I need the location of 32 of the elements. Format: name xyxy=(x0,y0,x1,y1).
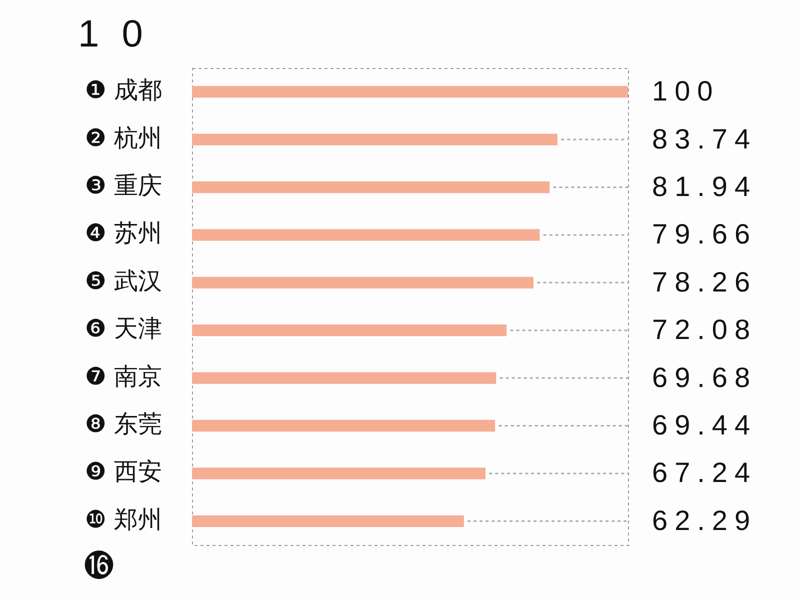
y-tick-label: ❿ 郑州 xyxy=(84,505,162,534)
text: ⓰ xyxy=(84,548,114,584)
y-tick-label: ❶ 成都 xyxy=(84,76,162,104)
bar xyxy=(192,229,540,241)
data-label: 81.94 xyxy=(652,170,758,202)
data-label: 62.29 xyxy=(652,504,758,536)
y-tick-label: ❼ 南京 xyxy=(84,362,162,390)
data-label: 79.66 xyxy=(652,218,758,250)
y-tick-label: ❺ 武汉 xyxy=(84,266,162,295)
bar xyxy=(192,420,496,432)
data-label: 100 xyxy=(652,76,720,107)
bar xyxy=(192,134,558,146)
data-label: 67.24 xyxy=(652,457,758,488)
data-label: 69.44 xyxy=(652,409,758,440)
data-label: 78.26 xyxy=(652,266,758,298)
bar xyxy=(192,372,496,384)
y-tick-label: ❹ 苏州 xyxy=(84,219,162,248)
bar xyxy=(192,181,550,194)
data-label: 72.08 xyxy=(652,314,758,346)
y-tick-label: ❽ 东莞 xyxy=(84,410,162,438)
bar xyxy=(192,86,628,98)
bar xyxy=(192,468,486,480)
bar xyxy=(192,276,534,288)
data-label: 69.68 xyxy=(652,362,758,393)
bar xyxy=(192,324,507,336)
y-tick-label: ❷ 杭州 xyxy=(84,124,162,152)
y-tick-label: ❸ 重庆 xyxy=(84,171,162,200)
data-label: 83.74 xyxy=(652,123,758,154)
y-tick-label: ❾ 西安 xyxy=(84,458,162,486)
text: 1 0 xyxy=(78,13,149,56)
y-tick-label: ❻ 天津 xyxy=(84,314,162,343)
bar xyxy=(192,515,464,527)
